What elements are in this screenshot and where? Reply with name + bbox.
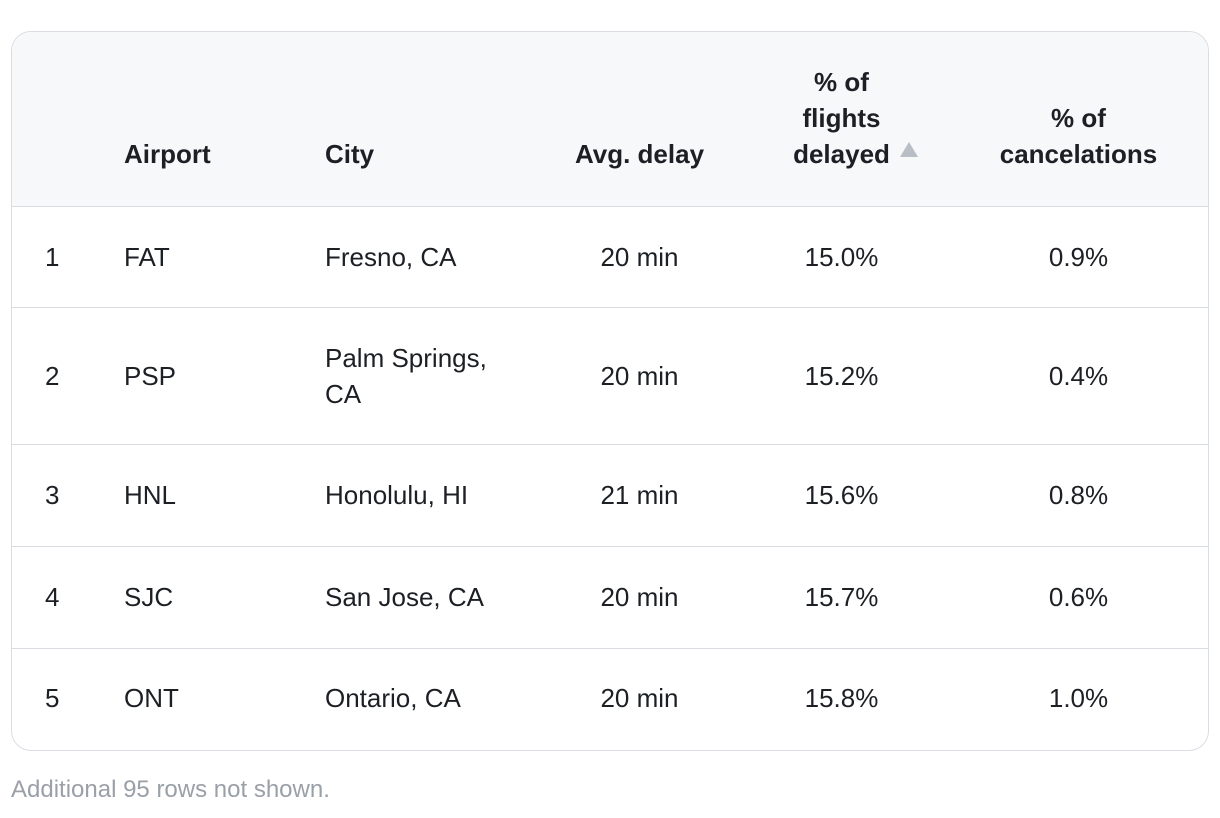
cell-city-line1: Honolulu, HI (325, 480, 469, 510)
cell-city: San Jose, CA (325, 546, 545, 648)
cell-avg-delay: 20 min (600, 582, 679, 612)
header-pct-delayed-line3: delayed (793, 138, 890, 169)
cell-rank: 2 (45, 360, 60, 391)
cell-rank: 4 (45, 582, 60, 612)
header-airport[interactable]: Airport (124, 32, 325, 207)
table-row: 4 SJC San Jose, CA 20 min 15.7% 0.6% (12, 546, 1208, 648)
table-row: 3 HNL Honolulu, HI 21 min 15.6% 0.8% (12, 444, 1208, 546)
cell-city: Ontario, CA (325, 648, 545, 748)
cell-pct-delayed: 15.8% (804, 683, 879, 714)
cell-airport: PSP (124, 360, 177, 391)
table-body: 1 FAT Fresno, CA 20 min 15.0% 0.9% 2 PSP… (12, 206, 1208, 748)
header-avg-delay[interactable]: Avg. delay (545, 32, 734, 207)
cell-city-line1: San Jose, CA (325, 582, 484, 612)
cell-pct-cancel: 0.8% (1048, 480, 1109, 510)
cell-pct-delayed: 15.7% (804, 582, 879, 612)
cell-city: Fresno, CA (325, 206, 545, 307)
cell-pct-cancel: 0.4% (1048, 360, 1109, 391)
cell-airport: FAT (124, 241, 170, 272)
header-pct-delayed-line2: flights (802, 102, 881, 133)
cell-airport: HNL (124, 480, 177, 510)
cell-city: Palm Springs, CA (325, 307, 545, 444)
cell-avg-delay: 20 min (600, 360, 679, 391)
cell-city-line1: Ontario, CA (325, 683, 461, 714)
table-row: 5 ONT Ontario, CA 20 min 15.8% 1.0% (12, 648, 1208, 748)
cell-avg-delay: 20 min (600, 683, 679, 714)
cell-rank: 1 (45, 241, 60, 272)
cell-pct-delayed: 15.6% (804, 480, 879, 510)
cell-pct-cancel: 0.9% (1048, 241, 1109, 272)
header-pct-cancel-line2: cancelations (999, 138, 1158, 169)
cell-rank: 3 (45, 480, 60, 510)
header-pct-delayed[interactable]: % of flights delayed (734, 32, 949, 207)
cell-city-line1: Fresno, CA (325, 241, 457, 272)
header-pct-cancel-line1: % of (1051, 102, 1106, 133)
cell-airport: ONT (124, 683, 179, 714)
table-header: Airport City Avg. delay % of flights del… (12, 32, 1208, 207)
header-city[interactable]: City (325, 32, 545, 207)
header-rank (12, 32, 124, 207)
rows-not-shown-note: Additional 95 rows not shown. (11, 776, 330, 803)
cell-city-line1: Palm Springs, (325, 342, 487, 373)
airport-delays-table-card: Airport City Avg. delay % of flights del… (11, 31, 1209, 751)
header-pct-cancel[interactable]: % of cancelations (949, 32, 1208, 207)
cell-pct-cancel: 0.6% (1048, 582, 1109, 612)
cell-city: Honolulu, HI (325, 444, 545, 546)
cell-avg-delay: 20 min (600, 241, 679, 272)
header-pct-delayed-line1: % of (814, 66, 869, 97)
cell-pct-delayed: 15.2% (804, 360, 879, 391)
cell-pct-cancel: 1.0% (1048, 683, 1109, 714)
header-row: Airport City Avg. delay % of flights del… (12, 32, 1208, 207)
sort-ascending-icon[interactable] (899, 141, 918, 157)
airport-delays-table: Airport City Avg. delay % of flights del… (12, 32, 1208, 748)
cell-city-line2: CA (325, 378, 362, 409)
cell-avg-delay: 21 min (600, 480, 679, 510)
table-row: 1 FAT Fresno, CA 20 min 15.0% 0.9% (12, 206, 1208, 307)
cell-airport: SJC (124, 582, 174, 612)
table-row: 2 PSP Palm Springs, CA 20 min 15.2% 0.4% (12, 307, 1208, 444)
cell-pct-delayed: 15.0% (804, 241, 879, 272)
cell-rank: 5 (45, 683, 60, 714)
